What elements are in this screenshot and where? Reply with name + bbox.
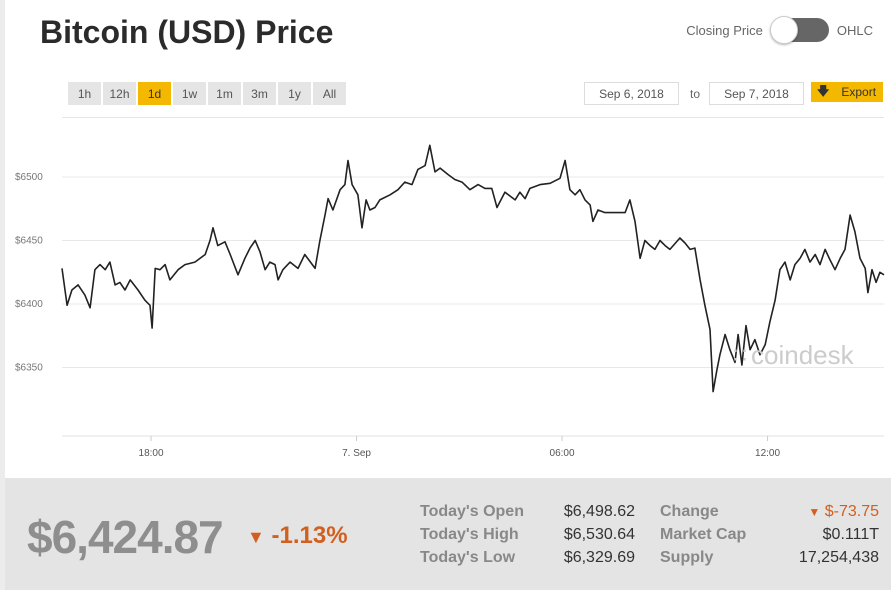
- export-label: Export: [841, 85, 877, 99]
- range-1d[interactable]: 1d: [138, 82, 171, 105]
- low-value: $6,329.69: [563, 549, 635, 566]
- y-tick-label: $6450: [15, 236, 43, 247]
- change-percent: ▼ -1.13%: [247, 522, 348, 550]
- range-1y[interactable]: 1y: [278, 82, 311, 105]
- to-label: to: [690, 87, 701, 101]
- range-selector: 1h 12h 1d 1w 1m 3m 1y All: [68, 82, 346, 105]
- range-1w[interactable]: 1w: [173, 82, 206, 105]
- page-title: Bitcoin (USD) Price: [40, 14, 334, 50]
- left-border: [0, 0, 5, 590]
- closing-price-label: Closing Price: [686, 22, 763, 38]
- change-label: Change: [660, 503, 719, 520]
- change-value: ▼ $-73.75: [808, 503, 879, 521]
- x-tick-label: 7. Sep: [342, 448, 371, 459]
- supply-value: 17,254,438: [798, 549, 879, 566]
- y-tick-label: $6350: [15, 363, 43, 374]
- open-value: $6,498.62: [563, 503, 635, 520]
- coindesk-watermark: ∷ coindesk: [733, 340, 854, 371]
- watermark-text: coindesk: [751, 340, 854, 370]
- toggle-knob[interactable]: [769, 16, 798, 44]
- high-label: Today's High: [420, 526, 519, 543]
- down-triangle-icon: ▼: [247, 527, 265, 547]
- change-amount: $-73.75: [824, 503, 879, 520]
- open-label: Today's Open: [420, 503, 524, 520]
- down-triangle-icon: ▼: [808, 505, 821, 519]
- price-summary-panel: $6,424.87 ▼ -1.13% Today's Open Today's …: [5, 478, 891, 590]
- toggle-switch[interactable]: [769, 16, 829, 44]
- range-3m[interactable]: 3m: [243, 82, 276, 105]
- range-1h[interactable]: 1h: [68, 82, 101, 105]
- coindesk-logo-icon: ∷: [733, 342, 747, 368]
- range-12h[interactable]: 12h: [103, 82, 136, 105]
- x-tick-label: 12:00: [755, 448, 780, 459]
- high-value: $6,530.64: [563, 526, 635, 543]
- market-cap-value: $0.111T: [822, 526, 879, 543]
- download-arrow-icon: 🡇: [817, 83, 830, 98]
- price-line: [61, 144, 885, 393]
- ohlc-label: OHLC: [836, 22, 873, 38]
- range-all[interactable]: All: [313, 82, 346, 105]
- chart-mode-toggle[interactable]: Closing Price OHLC: [686, 16, 873, 44]
- market-cap-label: Market Cap: [660, 526, 747, 543]
- y-tick-label: $6400: [15, 299, 43, 310]
- low-label: Today's Low: [420, 549, 516, 566]
- date-to-input[interactable]: Sep 7, 2018: [709, 82, 804, 105]
- export-button[interactable]: 🡇 Export: [811, 82, 883, 102]
- y-tick-label: $6500: [15, 172, 43, 183]
- date-from-input[interactable]: Sep 6, 2018: [584, 82, 679, 105]
- chart-top-border: [62, 117, 884, 118]
- x-tick-label: 18:00: [139, 448, 164, 459]
- range-1m[interactable]: 1m: [208, 82, 241, 105]
- current-price: $6,424.87: [27, 511, 224, 563]
- x-tick-label: 06:00: [550, 448, 575, 459]
- price-chart: $6500 $6450 $6400 $6350 18:00 7. Sep 06:00 12:0…: [15, 144, 885, 459]
- supply-label: Supply: [660, 549, 714, 566]
- change-percent-value: -1.13%: [271, 522, 348, 549]
